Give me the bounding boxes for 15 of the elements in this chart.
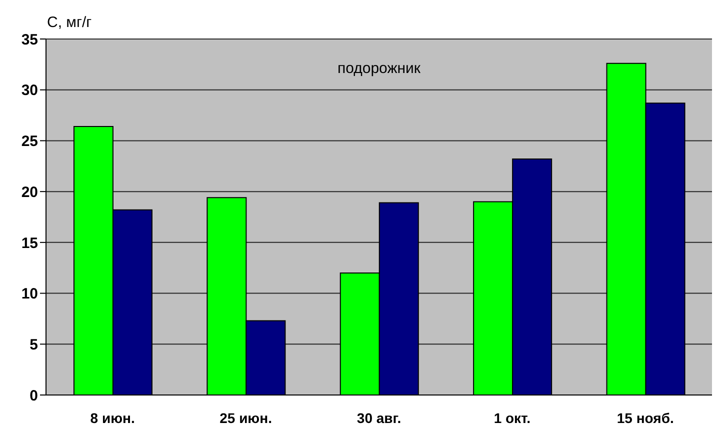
text: подорожник (336, 60, 422, 77)
x-tick-label: 8 июн. (90, 410, 135, 426)
y-tick-label: 10 (21, 286, 38, 303)
y-tick-label: 15 (21, 234, 38, 252)
y-tick-label: 5 (30, 336, 38, 354)
y-tick-label: 35 (21, 31, 38, 48)
y-tick-label: 30 (21, 82, 38, 100)
x-tick-label: 1 окт. (494, 410, 531, 426)
y-tick-label: 20 (21, 184, 38, 201)
y-tick-label: 0 (30, 387, 38, 404)
y-axis-title: С, мг/г (47, 14, 92, 31)
x-tick-label: 15 нояб. (616, 410, 674, 426)
x-tick-label: 25 июн. (220, 410, 272, 426)
x-tick-label: 30 авг. (356, 410, 402, 426)
y-tick-label: 25 (21, 133, 38, 150)
